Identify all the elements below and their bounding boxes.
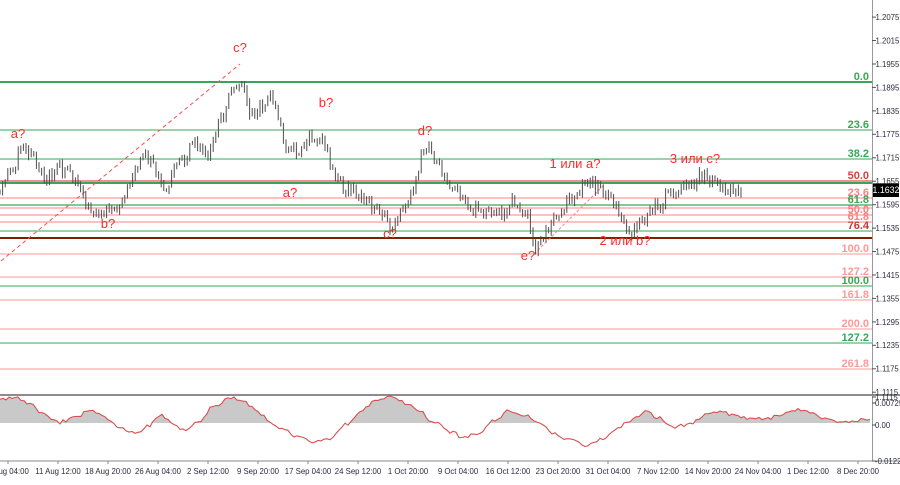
svg-text:1.1535: 1.1535 bbox=[876, 224, 900, 233]
svg-text:23 Oct 20:00: 23 Oct 20:00 bbox=[536, 467, 581, 476]
svg-text:0.0: 0.0 bbox=[854, 71, 869, 83]
svg-text:24 Sep 12:00: 24 Sep 12:00 bbox=[335, 467, 382, 476]
svg-text:17 Sep 04:00: 17 Sep 04:00 bbox=[285, 467, 332, 476]
svg-text:4 Aug 04:00: 4 Aug 04:00 bbox=[0, 467, 29, 476]
svg-text:100.0: 100.0 bbox=[841, 243, 869, 255]
svg-text:b?: b? bbox=[101, 216, 115, 231]
svg-text:1 Oct 20:00: 1 Oct 20:00 bbox=[388, 467, 429, 476]
svg-text:b?: b? bbox=[319, 95, 333, 110]
svg-text:50.0: 50.0 bbox=[848, 170, 869, 182]
svg-text:1.1175: 1.1175 bbox=[876, 365, 900, 374]
svg-text:9 Sep 20:00: 9 Sep 20:00 bbox=[237, 467, 280, 476]
svg-text:1.1715: 1.1715 bbox=[876, 154, 900, 163]
svg-text:76.4: 76.4 bbox=[848, 220, 870, 232]
svg-text:c?: c? bbox=[383, 226, 397, 241]
svg-text:a?: a? bbox=[11, 126, 25, 141]
svg-text:100.0: 100.0 bbox=[841, 275, 869, 287]
svg-text:38.2: 38.2 bbox=[848, 148, 869, 160]
svg-text:7 Nov 12:00: 7 Nov 12:00 bbox=[637, 467, 680, 476]
svg-text:1.1355: 1.1355 bbox=[876, 294, 900, 303]
svg-text:1 Dec 12:00: 1 Dec 12:00 bbox=[787, 467, 830, 476]
svg-text:127.2: 127.2 bbox=[841, 332, 869, 344]
svg-text:16 Oct 12:00: 16 Oct 12:00 bbox=[486, 467, 531, 476]
svg-text:1.2015: 1.2015 bbox=[876, 36, 900, 45]
svg-text:2 или b?: 2 или b? bbox=[599, 233, 650, 248]
svg-text:14 Nov 20:00: 14 Nov 20:00 bbox=[685, 467, 732, 476]
svg-text:161.8: 161.8 bbox=[841, 289, 869, 301]
svg-text:0.00: 0.00 bbox=[875, 421, 891, 430]
svg-text:c?: c? bbox=[233, 40, 247, 55]
svg-text:2 Sep 12:00: 2 Sep 12:00 bbox=[187, 467, 230, 476]
svg-text:23.6: 23.6 bbox=[848, 119, 869, 131]
svg-text:18 Aug 20:00: 18 Aug 20:00 bbox=[85, 467, 132, 476]
svg-text:8 Dec 20:00: 8 Dec 20:00 bbox=[837, 467, 880, 476]
svg-text:d?: d? bbox=[418, 123, 432, 138]
svg-text:1.1235: 1.1235 bbox=[876, 341, 900, 350]
svg-text:-0.01226: -0.01226 bbox=[875, 457, 900, 466]
svg-text:1.1595: 1.1595 bbox=[876, 201, 900, 210]
svg-text:1.1632: 1.1632 bbox=[873, 185, 900, 195]
svg-text:9 Oct 04:00: 9 Oct 04:00 bbox=[438, 467, 479, 476]
svg-text:1 или a?: 1 или a? bbox=[549, 156, 600, 171]
svg-text:200.0: 200.0 bbox=[841, 318, 869, 330]
svg-text:1.2075: 1.2075 bbox=[876, 13, 900, 22]
svg-text:24 Nov 04:00: 24 Nov 04:00 bbox=[735, 467, 782, 476]
svg-text:0.00725: 0.00725 bbox=[875, 399, 900, 408]
svg-text:31 Oct 04:00: 31 Oct 04:00 bbox=[586, 467, 631, 476]
svg-text:11 Aug 12:00: 11 Aug 12:00 bbox=[35, 467, 81, 476]
svg-text:1.1475: 1.1475 bbox=[876, 247, 900, 256]
svg-text:26 Aug 04:00: 26 Aug 04:00 bbox=[135, 467, 182, 476]
svg-text:a?: a? bbox=[283, 185, 297, 200]
svg-text:1.1835: 1.1835 bbox=[876, 107, 900, 116]
svg-text:1.1775: 1.1775 bbox=[876, 130, 900, 139]
svg-text:1.1955: 1.1955 bbox=[876, 60, 900, 69]
svg-text:261.8: 261.8 bbox=[841, 358, 869, 370]
svg-text:1.1295: 1.1295 bbox=[876, 318, 900, 327]
svg-text:e?: e? bbox=[521, 248, 535, 263]
svg-text:3 или c?: 3 или c? bbox=[670, 151, 720, 166]
svg-text:1.1895: 1.1895 bbox=[876, 83, 900, 92]
svg-text:1.1415: 1.1415 bbox=[876, 271, 900, 280]
